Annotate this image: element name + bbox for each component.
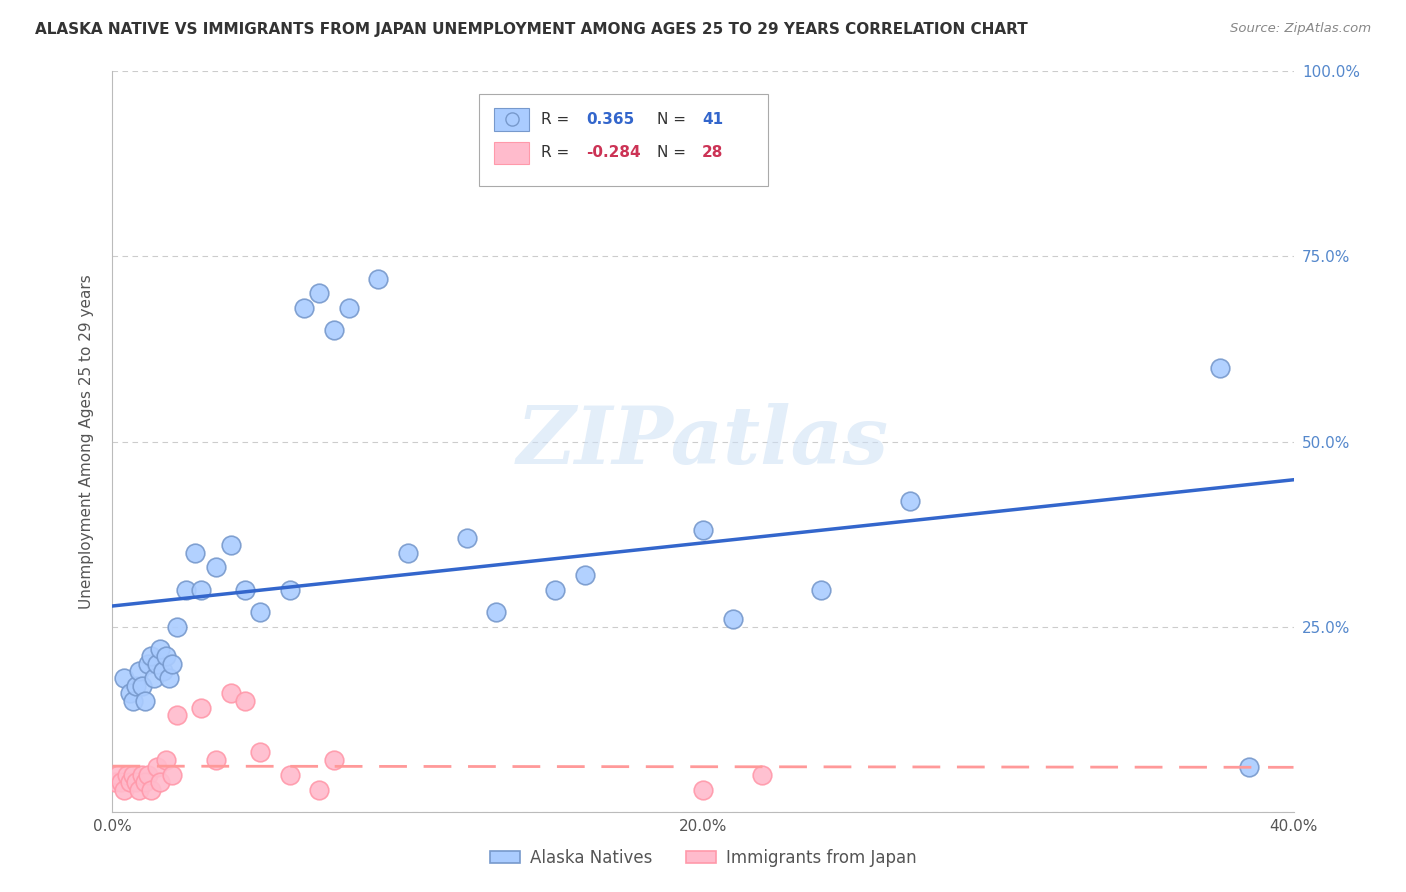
Bar: [494, 109, 530, 130]
Point: [205, 560, 228, 574]
Point: [112, 672, 135, 686]
Point: [249, 746, 271, 760]
Point: [190, 701, 212, 715]
Text: ZIPatlas: ZIPatlas: [517, 403, 889, 480]
Text: 0.365: 0.365: [586, 112, 634, 127]
Point: [120, 686, 142, 700]
Point: [125, 679, 148, 693]
Point: [149, 641, 172, 656]
Point: [751, 767, 773, 781]
Point: [278, 767, 301, 781]
Point: [233, 582, 256, 597]
Point: [152, 664, 174, 678]
Point: [367, 271, 389, 285]
Point: [574, 567, 596, 582]
Point: [136, 767, 159, 781]
Point: [485, 605, 508, 619]
Point: [107, 767, 129, 781]
Text: 28: 28: [702, 145, 723, 161]
Point: [160, 657, 183, 671]
Text: N =: N =: [657, 145, 690, 161]
Y-axis label: Unemployment Among Ages 25 to 29 years: Unemployment Among Ages 25 to 29 years: [79, 274, 94, 609]
Point: [155, 753, 177, 767]
Point: [128, 782, 150, 797]
Bar: [494, 142, 530, 164]
Point: [117, 767, 138, 781]
Point: [898, 493, 921, 508]
Point: [131, 767, 153, 781]
Text: N =: N =: [657, 112, 690, 127]
Point: [155, 649, 177, 664]
Point: [396, 546, 419, 560]
Point: [149, 775, 172, 789]
Point: [166, 619, 188, 633]
Point: [1208, 360, 1232, 375]
Point: [128, 664, 150, 678]
Point: [112, 782, 135, 797]
Point: [456, 531, 478, 545]
Text: R =: R =: [541, 145, 574, 161]
Point: [166, 708, 188, 723]
Point: [323, 324, 346, 338]
Text: -0.284: -0.284: [586, 145, 641, 161]
Point: [337, 301, 360, 316]
Point: [810, 582, 832, 597]
Point: [134, 775, 156, 789]
Point: [139, 782, 162, 797]
Point: [544, 582, 567, 597]
Point: [219, 538, 242, 552]
Point: [139, 649, 162, 664]
Point: [122, 694, 145, 708]
Point: [131, 679, 153, 693]
Legend: Alaska Natives, Immigrants from Japan: Alaska Natives, Immigrants from Japan: [484, 842, 922, 874]
Point: [134, 694, 156, 708]
Point: [219, 686, 242, 700]
Point: [278, 582, 301, 597]
Point: [1239, 760, 1261, 774]
Point: [233, 694, 256, 708]
Text: ALASKA NATIVE VS IMMIGRANTS FROM JAPAN UNEMPLOYMENT AMONG AGES 25 TO 29 YEARS CO: ALASKA NATIVE VS IMMIGRANTS FROM JAPAN U…: [35, 22, 1028, 37]
Point: [292, 301, 315, 316]
Point: [308, 286, 330, 301]
Point: [110, 775, 132, 789]
Text: R =: R =: [541, 112, 574, 127]
Point: [190, 582, 212, 597]
Point: [142, 672, 165, 686]
Point: [136, 657, 159, 671]
FancyBboxPatch shape: [478, 94, 768, 186]
Point: [157, 672, 180, 686]
Text: Source: ZipAtlas.com: Source: ZipAtlas.com: [1230, 22, 1371, 36]
Point: [323, 753, 346, 767]
Point: [308, 782, 330, 797]
Point: [721, 612, 744, 626]
Point: [184, 546, 207, 560]
Point: [125, 775, 148, 789]
Point: [692, 524, 714, 538]
Point: [104, 775, 127, 789]
Point: [692, 782, 714, 797]
Text: 41: 41: [702, 112, 723, 127]
Point: [1099, 112, 1122, 127]
Point: [120, 775, 142, 789]
Point: [122, 767, 145, 781]
Point: [205, 753, 228, 767]
Point: [160, 767, 183, 781]
Point: [174, 582, 197, 597]
Point: [146, 760, 169, 774]
Point: [249, 605, 271, 619]
Point: [146, 657, 169, 671]
